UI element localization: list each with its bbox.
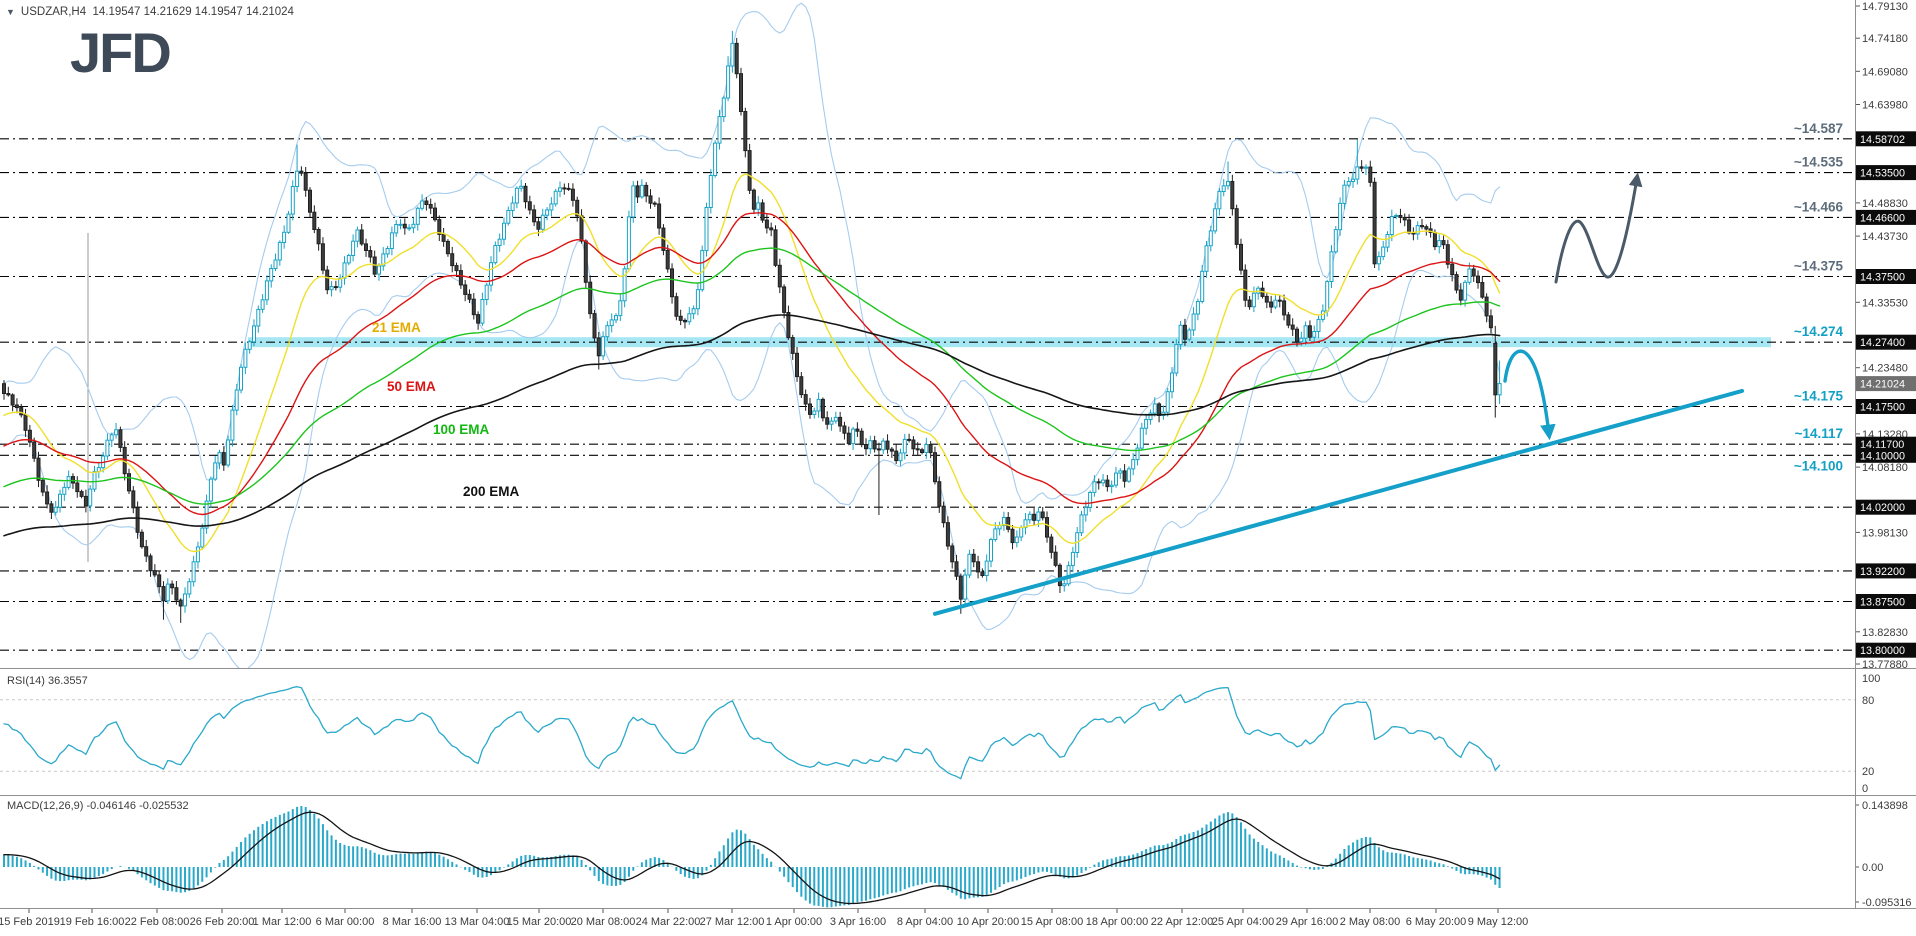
x-axis-label: 2 May 08:00	[1340, 916, 1401, 928]
price-level-badge: 14.10000	[1860, 450, 1905, 462]
x-axis-label: 15 Feb 2019	[0, 916, 60, 928]
price-level-badge: 14.37500	[1860, 272, 1905, 284]
ascending-trendline[interactable]	[933, 388, 1744, 616]
x-axis-label: 9 May 12:00	[1468, 916, 1529, 928]
x-axis-label: 1 Mar 12:00	[253, 916, 312, 928]
price-level-badge: 13.92200	[1860, 566, 1905, 578]
x-axis-label: 19 Feb 16:00	[60, 916, 125, 928]
price-tick-label: 13.98130	[1862, 527, 1908, 539]
price-tick-label: 14.79130	[1862, 1, 1908, 13]
price-axis[interactable]: 14.79130 14.74180 14.69080 14.63980 14.48830…	[1855, 1, 1916, 671]
price-tick-label: 13.82830	[1862, 627, 1908, 639]
ema-lines	[3, 173, 1501, 553]
macd-tick-label: 0.00	[1862, 862, 1883, 874]
level-label: ~14.535	[1794, 155, 1844, 170]
price-tick-label: 14.48830	[1862, 198, 1908, 210]
bollinger-bands	[3, 2, 1501, 668]
rsi-line	[3, 686, 1501, 780]
x-axis-label: 26 Feb 20:00	[190, 916, 255, 928]
level-label: ~14.175	[1794, 389, 1844, 404]
x-axis-label: 3 Apr 16:00	[830, 916, 886, 928]
chart-title-bar: ▼ USDZAR,H4 14.19547 14.21629 14.19547 1…	[6, 6, 294, 18]
level-label: ~14.375	[1794, 259, 1844, 274]
x-axis-label: 24 Mar 22:00	[636, 916, 701, 928]
projection-wave-arrow	[1554, 172, 1643, 284]
x-axis-label: 6 May 20:00	[1406, 916, 1467, 928]
macd-panel[interactable]: 0.143898 0.00 -0.095316	[3, 800, 1912, 909]
level-labels: ~14.587 ~14.535 ~14.466 ~14.375 ~14.274 ~14.1…	[372, 121, 1843, 499]
ema-label: 200 EMA	[463, 484, 520, 499]
x-axis-label: 22 Apr 12:00	[1151, 916, 1213, 928]
rsi-tick-label: 0	[1862, 783, 1868, 795]
price-tick-label: 14.43730	[1862, 231, 1908, 243]
x-axis-label: 15 Apr 08:00	[1021, 916, 1083, 928]
ema-label: 50 EMA	[387, 379, 436, 394]
price-level-badge: 14.21024	[1860, 379, 1905, 391]
price-tick-label: 13.77880	[1862, 659, 1908, 671]
x-axis-label: 8 Mar 16:00	[383, 916, 442, 928]
x-axis-label: 27 Mar 12:00	[700, 916, 765, 928]
level-label: ~14.274	[1794, 324, 1844, 339]
candles	[2, 30, 1502, 623]
rsi-label: RSI(14) 36.3557	[7, 675, 88, 687]
level-label: ~14.587	[1794, 121, 1843, 136]
level-label: ~14.100	[1794, 458, 1843, 473]
x-axis-label: 13 Mar 04:00	[445, 916, 510, 928]
rsi-tick-label: 100	[1862, 673, 1880, 685]
price-level-badge: 14.27400	[1860, 337, 1905, 349]
price-tick-label: 14.33530	[1862, 297, 1908, 309]
x-axis-label: 18 Apr 00:00	[1086, 916, 1148, 928]
time-axis[interactable]: 15 Feb 2019 19 Feb 16:00 22 Feb 08:00 26 Fe…	[0, 908, 1529, 929]
x-axis-label: 8 Apr 04:00	[897, 916, 953, 928]
chart-title: USDZAR,H4 14.19547 14.21629 14.19547 14.…	[20, 6, 294, 18]
panel-borders	[0, 0, 1916, 909]
x-axis-label: 29 Apr 16:00	[1276, 916, 1338, 928]
price-tick-label: 14.23480	[1862, 363, 1908, 375]
price-level-badge: 14.17500	[1860, 402, 1905, 414]
x-axis-label: 10 Apr 20:00	[957, 916, 1019, 928]
price-level-badge: 14.02000	[1860, 502, 1905, 514]
price-level-badge: 14.53500	[1860, 168, 1905, 180]
macd-content	[3, 806, 1501, 908]
rsi-panel[interactable]: 100 80 20 0	[0, 673, 1880, 795]
price-tick-label: 14.08180	[1862, 462, 1908, 474]
jfd-logo: JFD	[70, 21, 172, 84]
price-level-badge: 13.80000	[1860, 645, 1905, 657]
macd-tick-label: 0.143898	[1862, 800, 1908, 812]
x-axis-label: 22 Feb 08:00	[125, 916, 190, 928]
price-tick-label: 14.63980	[1862, 100, 1908, 112]
price-level-badge: 14.46600	[1860, 212, 1905, 224]
level-label: ~14.117	[1795, 426, 1843, 441]
ema-label: 21 EMA	[372, 320, 421, 335]
x-axis-label: 15 Mar 20:00	[507, 916, 572, 928]
price-tick-label: 14.69080	[1862, 66, 1908, 78]
x-axis-label: 20 Mar 08:00	[571, 916, 636, 928]
rsi-tick-label: 20	[1862, 766, 1874, 778]
x-axis-label: 6 Mar 00:00	[316, 916, 375, 928]
price-tick-label: 14.74180	[1862, 33, 1908, 45]
price-level-badge: 14.58702	[1860, 134, 1905, 146]
price-level-badge: 13.87500	[1860, 597, 1905, 609]
pullback-curve-arrow	[1503, 349, 1556, 441]
x-axis-label: 25 Apr 04:00	[1212, 916, 1274, 928]
macd-tick-label: -0.095316	[1862, 897, 1912, 909]
rsi-tick-label: 80	[1862, 695, 1874, 707]
ema-label: 100 EMA	[433, 422, 490, 437]
level-label: ~14.466	[1794, 199, 1844, 214]
main-price-panel[interactable]	[0, 2, 1855, 671]
x-axis-label: 1 Apr 00:00	[766, 916, 822, 928]
macd-label: MACD(12,26,9) -0.046146 -0.025532	[7, 800, 189, 812]
level-lines	[0, 138, 1855, 651]
symbol-dropdown-icon[interactable]: ▼	[6, 7, 15, 17]
